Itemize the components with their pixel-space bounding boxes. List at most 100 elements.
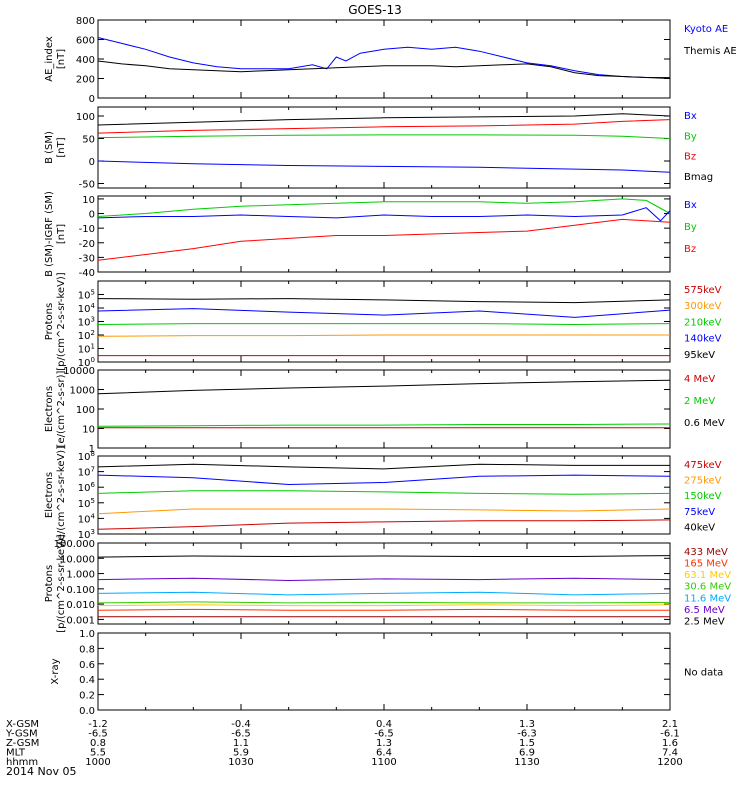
y-tick-label: 0.0	[79, 706, 95, 717]
y-tick-label: 0.001	[66, 615, 95, 626]
series-line	[97, 37, 670, 78]
series-line	[97, 604, 671, 607]
series-line	[97, 134, 671, 139]
footer-value: 5.9	[233, 748, 249, 759]
y-tick-label: 104	[78, 302, 96, 315]
panel-frame	[97, 19, 671, 99]
y-tick-label: 0.4	[79, 675, 95, 686]
series-line	[97, 298, 671, 304]
legend-entry: 63.1 MeV	[684, 570, 731, 581]
footer-value: -6.1	[660, 729, 680, 740]
legend-entry: Bx	[684, 111, 697, 122]
footer-value: 1.3	[376, 738, 392, 749]
y-axis-label: [e/(cm^2-s-sr-keV)]	[56, 446, 67, 544]
legend-entry: 6.5 MeV	[684, 605, 725, 616]
footer-value: 0.8	[90, 738, 106, 749]
y-tick-label: -40	[79, 268, 95, 279]
series-line	[97, 198, 671, 217]
series-line	[97, 308, 671, 318]
series-line	[97, 577, 671, 582]
legend-entry: 433 MeV	[684, 547, 728, 558]
footer-value: -6.5	[374, 729, 394, 740]
y-tick-label: 50	[82, 135, 95, 146]
y-tick-label: 101	[78, 343, 95, 356]
y-tick-label: 10	[82, 425, 95, 436]
series-line	[97, 608, 670, 611]
footer-value: 6.4	[376, 748, 392, 759]
y-axis-label: B (SM)-IGRF (SM)	[44, 191, 55, 277]
series-line	[97, 601, 671, 604]
y-tick-label: 105	[78, 289, 95, 302]
legend-entry: 95keV	[684, 350, 715, 361]
series-line	[97, 379, 671, 395]
footer-value: -6.3	[517, 729, 537, 740]
legend-entry: Bmag	[684, 172, 713, 183]
legend-entry: 575keV	[684, 285, 722, 296]
y-tick-label: 108	[78, 450, 95, 463]
panel-ae: 0 200 400 600 800 AE_index [nT] Kyoto AE Themis …	[44, 16, 737, 105]
legend-entry: Bz	[684, 244, 696, 255]
footer-value: 0.4	[376, 719, 392, 730]
series-line	[97, 463, 670, 470]
y-axis-label: X-ray	[50, 658, 61, 684]
y-tick-label: 0.8	[79, 644, 95, 655]
y-tick-label: 103	[78, 316, 95, 329]
series-line	[97, 591, 671, 596]
y-axis-label: Protons	[44, 565, 55, 602]
panel-protons2: 0.001 0.010 0.100 1.000 10.000 100.000 Protons…	[44, 534, 731, 633]
legend-entry: 210keV	[684, 317, 722, 328]
y-tick-label: -20	[79, 239, 95, 250]
y-axis-label: B (SM)	[44, 131, 55, 164]
footer-row-label: hhmm	[6, 757, 38, 768]
legend-entry: Kyoto AE	[684, 24, 728, 35]
y-tick-label: 106	[78, 481, 96, 494]
footer-value: 1100	[371, 757, 396, 768]
y-tick-label: 0.100	[66, 585, 95, 596]
panel-bsm: -50 0 50 100 B (SM) [nT] Bx By Bz Bmag	[44, 106, 713, 191]
y-tick-label: 107	[78, 466, 95, 479]
y-tick-label: -10	[79, 224, 95, 235]
footer-value: 1000	[85, 757, 110, 768]
legend-entry: Bz	[684, 152, 696, 163]
series-line	[97, 334, 670, 337]
y-axis-label: AE_index	[44, 36, 55, 82]
footer-value: 1200	[657, 757, 682, 768]
y-tick-label: 0.6	[79, 660, 95, 671]
legend-entry: Themis AE	[683, 46, 737, 57]
y-tick-label: 1	[89, 444, 95, 455]
y-tick-label: 0	[89, 210, 95, 221]
y-tick-label: 0.010	[66, 600, 95, 611]
footer-row-label: MLT	[6, 748, 26, 759]
y-axis-label: Protons	[44, 303, 55, 340]
footer-value: -0.4	[231, 719, 251, 730]
y-axis-label: [nT]	[56, 224, 67, 244]
y-tick-label: -50	[79, 180, 95, 191]
panel-frame	[97, 106, 671, 189]
footer-row-label: X-GSM	[6, 719, 39, 730]
series-line	[97, 519, 671, 530]
series-line	[97, 555, 671, 558]
legend-entry: 0.6 MeV	[684, 418, 725, 429]
panel-frame	[97, 632, 671, 711]
panel-frame	[97, 195, 671, 273]
y-tick-label: 100	[76, 405, 95, 416]
legend-entry: 2 MeV	[684, 396, 715, 407]
series-line	[97, 119, 671, 134]
y-axis-label: [nT]	[56, 137, 67, 157]
footer-value: 5.5	[90, 748, 106, 759]
y-tick-label: 10000	[63, 366, 95, 377]
footer-value: 1.1	[233, 738, 249, 749]
legend-entry: 75keV	[684, 507, 715, 518]
y-axis-label: [p/(cm^2-s-sr-keV)]	[56, 534, 67, 633]
footer-value: 1130	[514, 757, 539, 768]
footer-row-label: Y-GSM	[5, 729, 38, 740]
legend-entry: 475keV	[684, 460, 722, 471]
legend-entry: 165 MeV	[684, 559, 728, 570]
y-tick-label: 1000	[70, 386, 95, 397]
panel-electrons1: 1 10 100 1000 10000 Electrons [e/(cm^2-s-sr)] 4…	[44, 366, 725, 455]
y-tick-label: 200	[76, 75, 95, 86]
series-line	[97, 60, 671, 79]
series-line	[97, 218, 671, 261]
legend-entry: 40keV	[684, 522, 715, 533]
